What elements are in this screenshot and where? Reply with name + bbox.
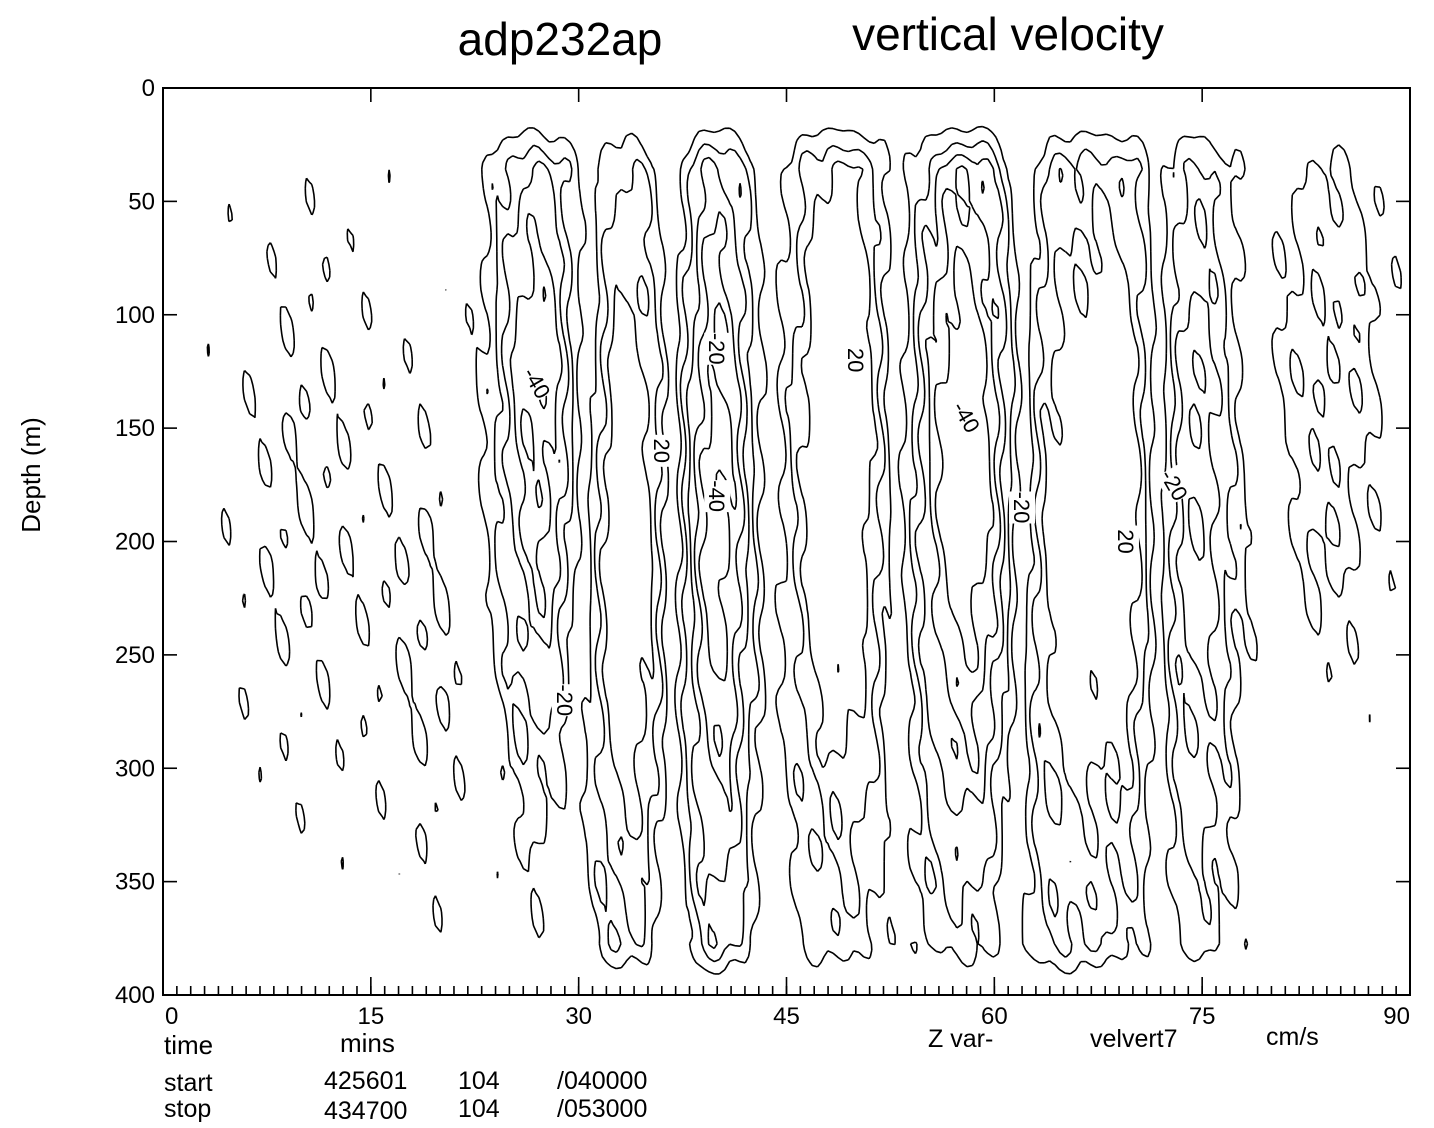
y-tick-label: 50	[128, 188, 155, 215]
start-label: start	[164, 1069, 213, 1097]
contour-label-bg	[947, 396, 986, 438]
y-axis-label: Depth (m)	[16, 417, 46, 533]
x-tick-label: 60	[981, 1003, 1008, 1030]
y-tick-label: 150	[115, 415, 155, 442]
chart-title-left: adp232ap	[458, 13, 663, 65]
x-axis: 0 15 30 45 60 75 90	[162, 88, 1411, 1030]
x-tick-label: 90	[1383, 1003, 1410, 1030]
contour-line	[598, 160, 1143, 918]
contour-label: 20	[1113, 529, 1138, 553]
stop-value-1: 434700	[324, 1097, 407, 1125]
contour-label: 20	[649, 439, 674, 463]
contour-label-bg	[704, 332, 731, 365]
z-var-label: Z var-	[928, 1025, 993, 1053]
contour-label-bg	[704, 480, 731, 513]
contour-label-bg	[551, 684, 578, 717]
contour-label: -20	[704, 333, 729, 365]
z-var-name: velvert7	[1090, 1025, 1178, 1053]
contour-label: -20	[552, 684, 577, 716]
contour-label-bg	[1155, 464, 1194, 506]
contour-line	[500, 154, 1223, 950]
x-axis-label: time	[164, 1030, 213, 1060]
x-tick-label: 0	[165, 1003, 178, 1030]
contour-label: -40	[518, 363, 556, 403]
y-tick-label: 300	[115, 755, 155, 782]
stop-label: stop	[164, 1095, 211, 1123]
x-axis-unit: mins	[340, 1028, 395, 1058]
contour-line	[206, 127, 1402, 975]
stop-value-3: /053000	[557, 1095, 647, 1123]
start-value-3: /040000	[557, 1067, 647, 1095]
contour-label-bg	[1009, 491, 1036, 524]
contour-line	[593, 144, 1361, 958]
x-axis-minor-ticks	[162, 986, 1411, 995]
y-tick-label: 250	[115, 642, 155, 669]
contour-label: -20	[1009, 492, 1034, 524]
y-tick-label: 350	[115, 869, 155, 896]
stop-value-2: 104	[458, 1095, 500, 1123]
chart-title-right: vertical velocity	[852, 8, 1164, 60]
x-tick-label: 30	[565, 1003, 592, 1030]
contour-label-bg	[1112, 525, 1139, 558]
contour-lines	[206, 125, 1402, 975]
y-axis: 0 50 100 150 200 250 300 350 400	[115, 75, 1410, 1009]
x-tick-label: 15	[357, 1003, 384, 1030]
x-tick-label: 75	[1189, 1003, 1216, 1030]
contour-line	[486, 139, 1239, 963]
start-value-1: 425601	[324, 1067, 407, 1095]
contour-label: -40	[704, 480, 729, 512]
contour-label-bg	[517, 362, 557, 404]
y-tick-label: 200	[115, 529, 155, 556]
z-unit: cm/s	[1266, 1023, 1319, 1051]
start-value-2: 104	[458, 1067, 500, 1095]
contour-label: 20	[843, 348, 868, 372]
y-tick-label: 0	[142, 75, 155, 102]
contour-line	[509, 165, 1205, 813]
y-tick-label: 400	[115, 982, 155, 1009]
contour-label-bg	[842, 344, 869, 377]
y-tick-label: 100	[115, 302, 155, 329]
contour-label: -40	[947, 397, 985, 437]
contour-line	[520, 245, 995, 758]
contour-label-bg	[648, 434, 675, 467]
contour-line	[464, 125, 1258, 975]
x-tick-label: 45	[773, 1003, 800, 1030]
